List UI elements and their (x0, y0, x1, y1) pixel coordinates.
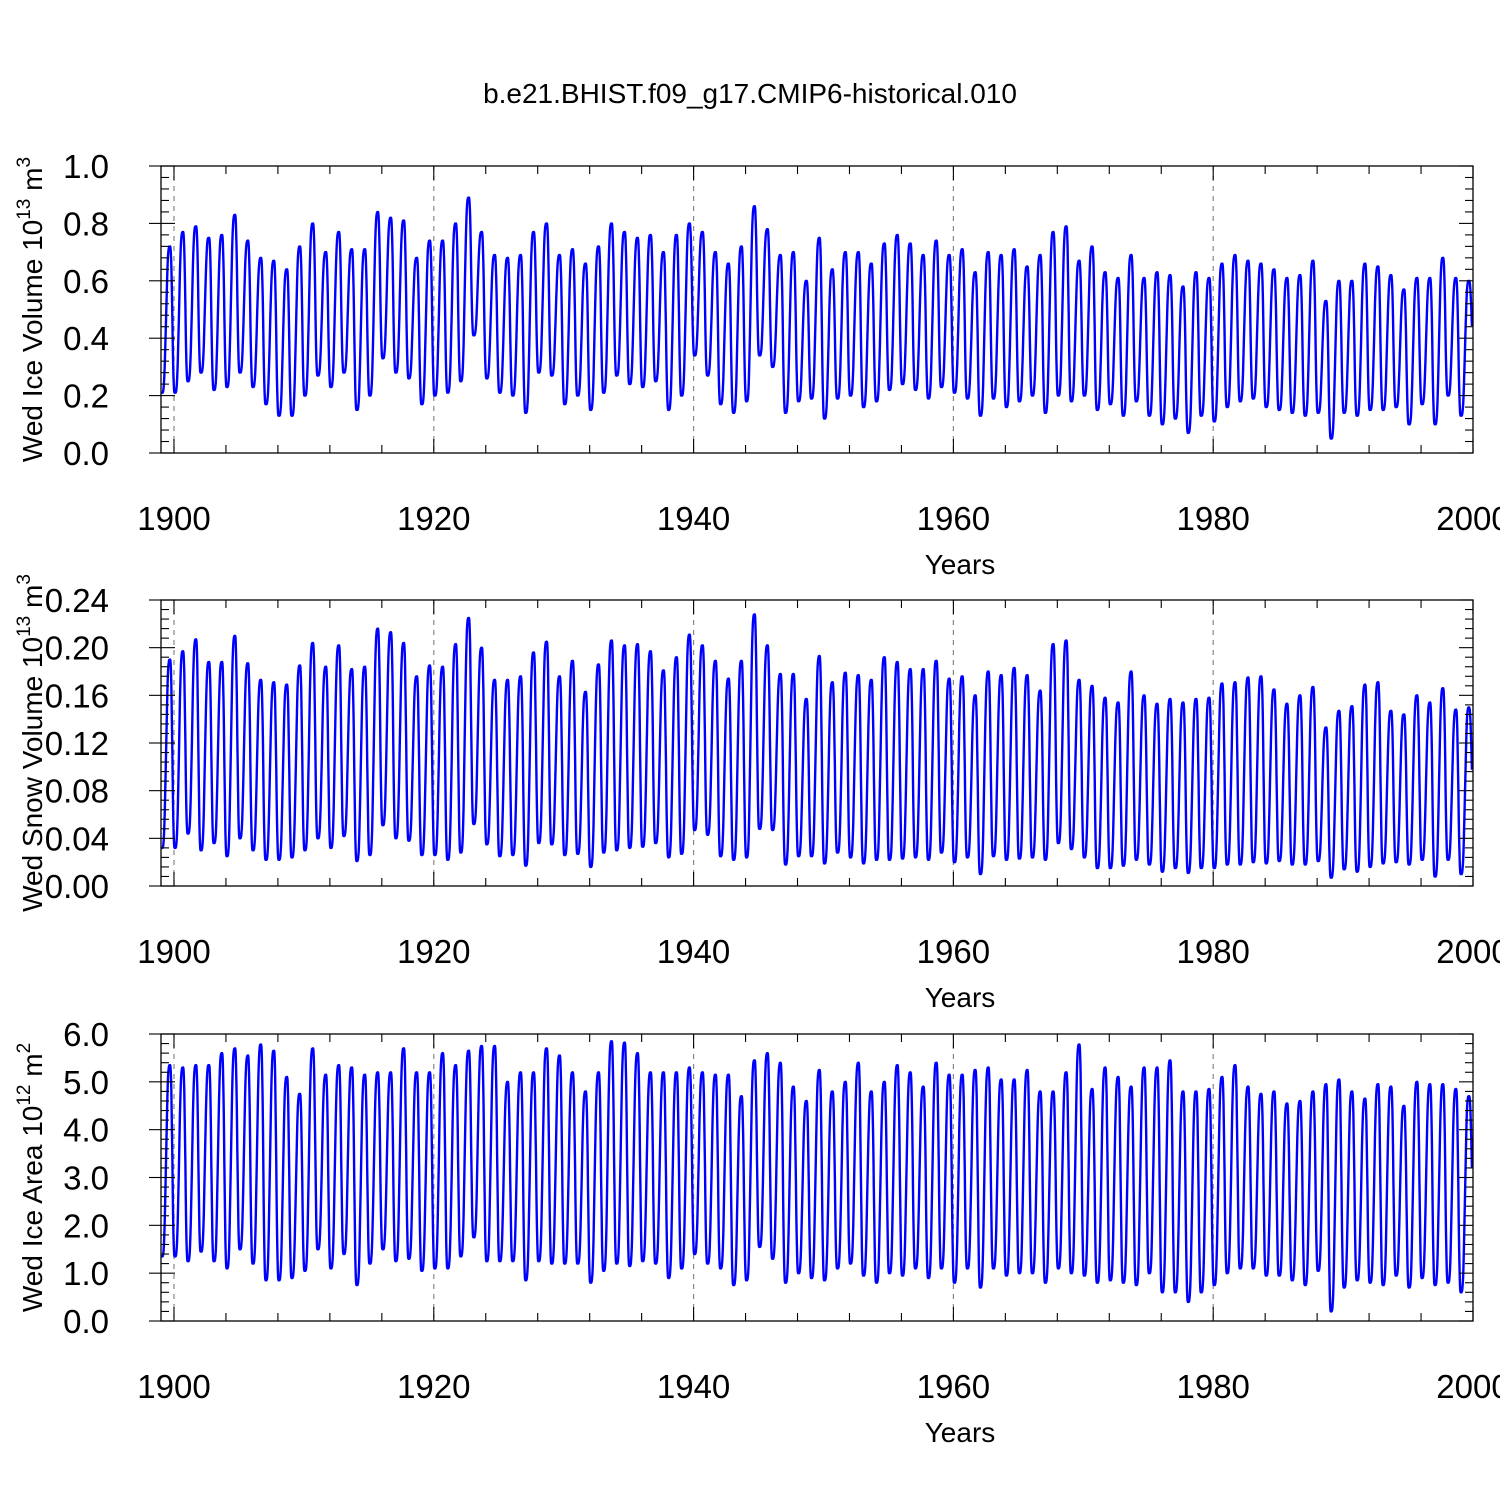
series-line-ice-volume (161, 196, 1474, 440)
plot-frame (160, 165, 1474, 454)
x-tick-label: 1980 (1176, 933, 1249, 970)
x-tick-label: 1940 (657, 1368, 730, 1405)
y-tick-label: 4.0 (63, 1112, 109, 1149)
series-line-ice-area (160, 1040, 1474, 1313)
y-tick-label: 0.16 (45, 677, 109, 714)
y-tick-label: 0.08 (45, 773, 109, 810)
y-axis-title: Wed Ice Volume 1013 m3 (14, 157, 48, 462)
x-axis-title: Years (925, 549, 996, 580)
x-tick-label: 1980 (1176, 1368, 1249, 1405)
x-tick-label: 1920 (397, 500, 470, 537)
x-tick-label: 1940 (657, 933, 730, 970)
y-tick-label: 0.04 (45, 820, 109, 857)
y-tick-label: 0.2 (63, 378, 109, 415)
y-tick-label: 5.0 (63, 1064, 109, 1101)
y-tick-label: 0.00 (45, 868, 109, 905)
y-tick-label: 0.0 (63, 435, 109, 472)
y-tick-label: 0.4 (63, 320, 109, 357)
x-tick-label: 1960 (917, 1368, 990, 1405)
y-tick-label: 0.0 (63, 1303, 109, 1340)
y-axis-title: Wed Ice Area 1012 m2 (14, 1043, 48, 1312)
x-tick-label: 1920 (397, 933, 470, 970)
x-tick-label: 1900 (137, 933, 210, 970)
y-tick-label: 6.0 (63, 1016, 109, 1053)
x-tick-label: 1920 (397, 1368, 470, 1405)
chart-title: b.e21.BHIST.f09_g17.CMIP6-historical.010 (483, 78, 1017, 109)
y-tick-label: 0.6 (63, 263, 109, 300)
y-tick-label: 0.8 (63, 205, 109, 242)
x-tick-label: 1940 (657, 500, 730, 537)
x-axis-title: Years (925, 1417, 996, 1448)
series-line-snow-volume (161, 613, 1474, 879)
y-tick-label: 0.12 (45, 725, 109, 762)
y-tick-label: 2.0 (63, 1207, 109, 1244)
x-tick-label: 1900 (137, 1368, 210, 1405)
x-tick-label: 1960 (917, 933, 990, 970)
y-tick-label: 1.0 (63, 1255, 109, 1292)
x-tick-label: 1960 (917, 500, 990, 537)
y-axis-title: Wed Snow Volume 1013 m3 (14, 574, 48, 912)
x-tick-label: 1980 (1176, 500, 1249, 537)
y-tick-label: 0.24 (45, 582, 109, 619)
x-axis-title: Years (925, 982, 996, 1013)
x-tick-label: 1900 (137, 500, 210, 537)
y-tick-label: 3.0 (63, 1160, 109, 1197)
y-tick-label: 1.0 (63, 148, 109, 185)
y-tick-label: 0.20 (45, 630, 109, 667)
